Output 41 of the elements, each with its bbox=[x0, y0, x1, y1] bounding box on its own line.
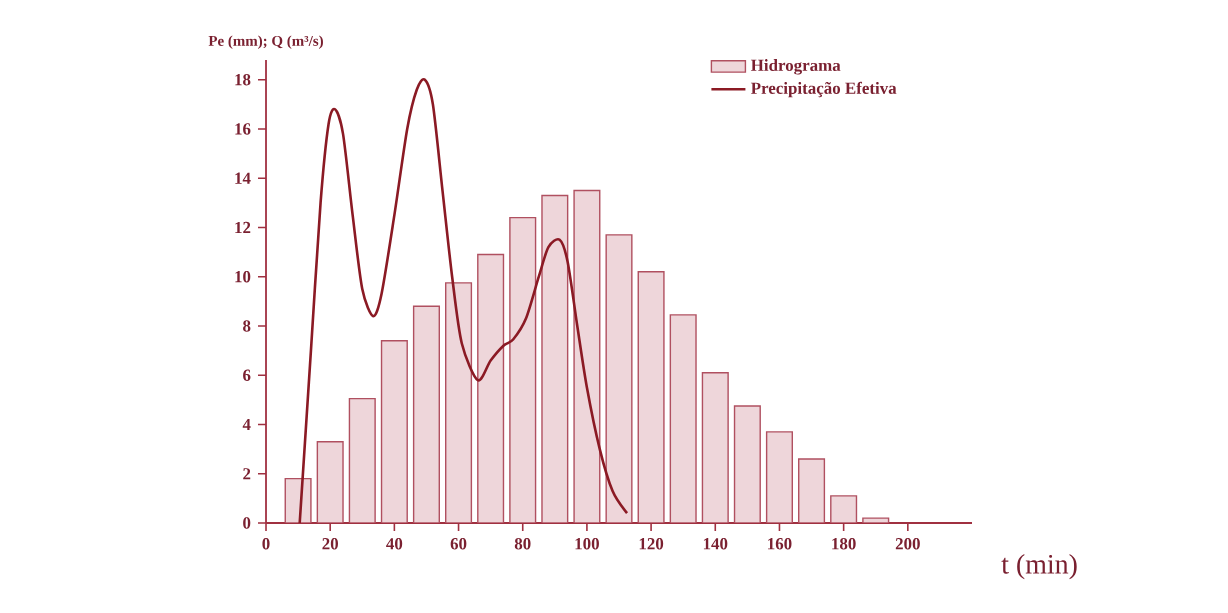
x-tick-label: 140 bbox=[703, 538, 728, 550]
bar bbox=[445, 282, 473, 523]
bar bbox=[669, 314, 697, 523]
bar bbox=[765, 431, 793, 523]
y-tick-label: 6 bbox=[243, 369, 251, 381]
bar bbox=[477, 253, 505, 523]
x-tick-label: 180 bbox=[832, 538, 856, 550]
x-tick-label: 20 bbox=[322, 538, 338, 550]
x-axis-title: t (min) bbox=[1001, 554, 1077, 580]
x-tick-label: 200 bbox=[895, 538, 920, 550]
x-tick-label: 0 bbox=[262, 538, 270, 550]
x-tick-label: 160 bbox=[768, 538, 792, 550]
bar bbox=[605, 234, 633, 523]
x-tick-label: 40 bbox=[386, 538, 403, 550]
bar bbox=[798, 458, 826, 523]
y-tick-label: 0 bbox=[243, 517, 251, 529]
bar bbox=[701, 372, 729, 523]
x-tick-label: 80 bbox=[514, 538, 531, 550]
y-tick-label: 16 bbox=[235, 123, 251, 135]
bar bbox=[541, 194, 569, 523]
x-tick-label: 120 bbox=[639, 538, 664, 550]
y-tick-label: 8 bbox=[243, 320, 251, 332]
x-tick-label: 100 bbox=[575, 538, 599, 550]
y-tick-label: 10 bbox=[235, 271, 251, 283]
x-tick-label: 60 bbox=[450, 538, 467, 550]
y-tick-label: 2 bbox=[243, 468, 251, 480]
bar bbox=[733, 405, 761, 523]
bar bbox=[380, 340, 408, 523]
y-tick-label: 14 bbox=[235, 172, 251, 184]
bar bbox=[412, 305, 440, 523]
line-series bbox=[298, 78, 629, 523]
y-tick-label: 12 bbox=[235, 221, 251, 234]
legend-label: Hidrograma bbox=[750, 59, 841, 75]
bar bbox=[348, 397, 376, 523]
bar bbox=[509, 216, 537, 523]
y-tick-label: 18 bbox=[235, 74, 251, 86]
legend-label: Precipitação Efetiva bbox=[750, 81, 897, 98]
y-axis-title: Pe (mm); Q (m³/s) bbox=[208, 35, 323, 49]
bar bbox=[316, 441, 344, 523]
bar bbox=[637, 271, 665, 523]
y-tick-label: 4 bbox=[242, 418, 251, 431]
